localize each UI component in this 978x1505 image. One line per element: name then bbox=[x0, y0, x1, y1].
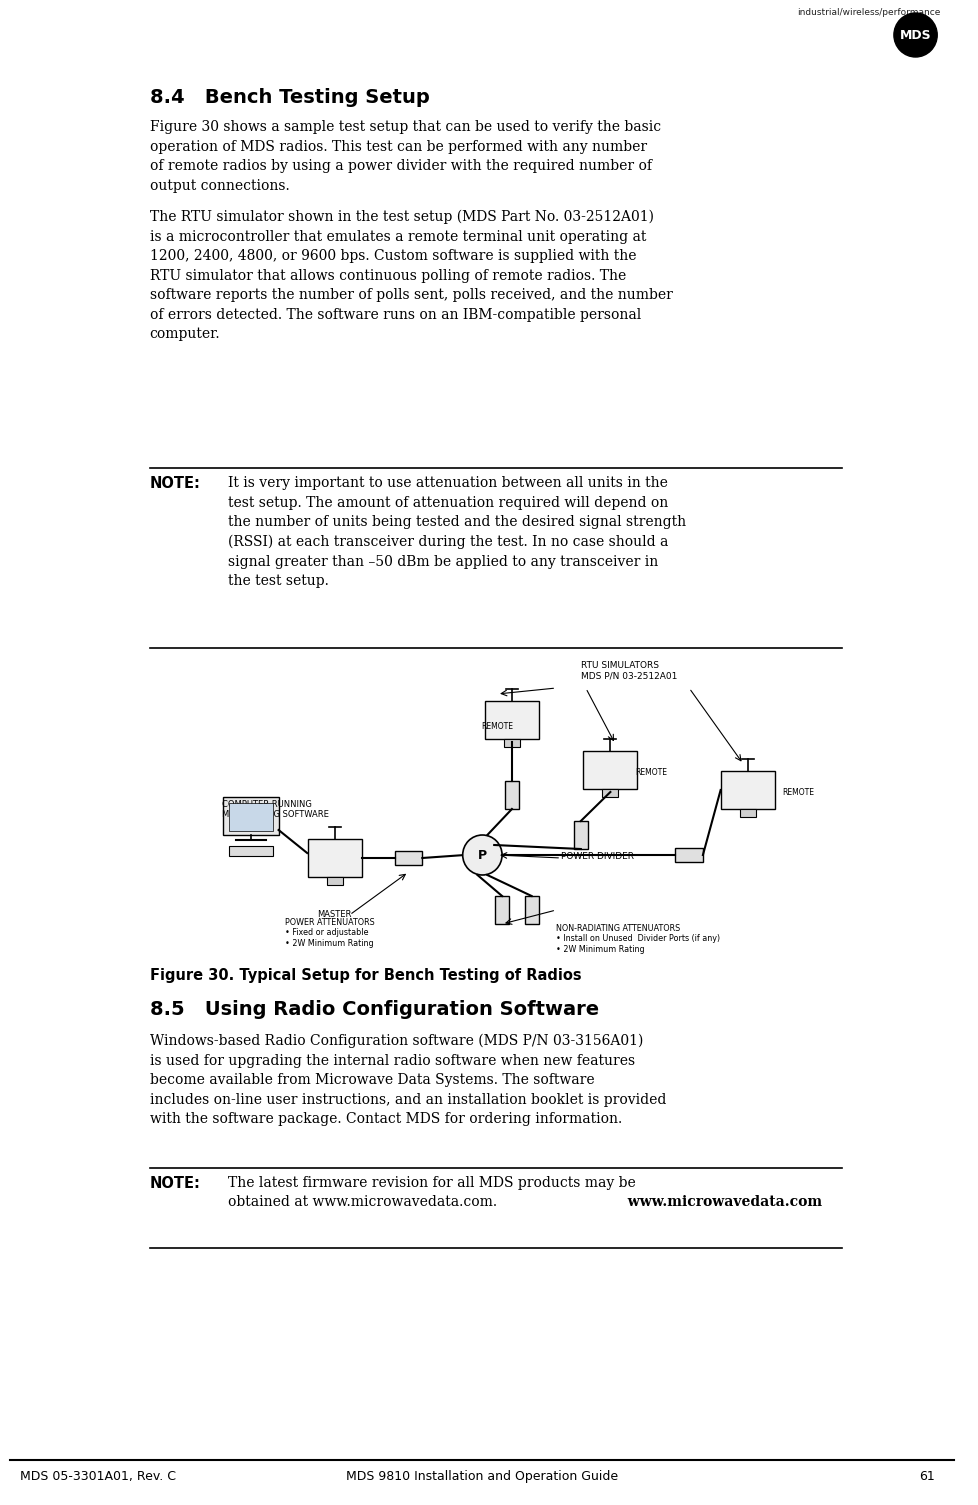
FancyBboxPatch shape bbox=[327, 877, 342, 885]
FancyBboxPatch shape bbox=[583, 751, 637, 789]
FancyBboxPatch shape bbox=[601, 789, 618, 798]
Text: The latest firmware revision for all MDS products may be
obtained at www.microwa: The latest firmware revision for all MDS… bbox=[228, 1175, 636, 1210]
Text: www.microwavedata.com: www.microwavedata.com bbox=[228, 1195, 822, 1209]
Text: The RTU simulator shown in the test setup (MDS Part No. 03-2512A01)
is a microco: The RTU simulator shown in the test setu… bbox=[150, 211, 672, 342]
FancyBboxPatch shape bbox=[484, 701, 539, 739]
FancyBboxPatch shape bbox=[394, 850, 422, 865]
FancyBboxPatch shape bbox=[229, 846, 273, 856]
Text: Figure 30 shows a sample test setup that can be used to verify the basic
operati: Figure 30 shows a sample test setup that… bbox=[150, 120, 660, 193]
FancyBboxPatch shape bbox=[495, 895, 509, 924]
FancyBboxPatch shape bbox=[721, 771, 775, 810]
Text: REMOTE: REMOTE bbox=[635, 768, 666, 777]
Text: 61: 61 bbox=[918, 1470, 934, 1482]
Text: MDS 9810 Installation and Operation Guide: MDS 9810 Installation and Operation Guid… bbox=[346, 1470, 618, 1482]
Text: P: P bbox=[477, 849, 486, 861]
Text: RTU SIMULATORS
MDS P/N 03-2512A01: RTU SIMULATORS MDS P/N 03-2512A01 bbox=[580, 661, 677, 680]
Text: industrial/wireless/performance: industrial/wireless/performance bbox=[797, 8, 940, 17]
Text: POWER DIVIDER: POWER DIVIDER bbox=[560, 852, 634, 861]
Text: Figure 30. Typical Setup for Bench Testing of Radios: Figure 30. Typical Setup for Bench Testi… bbox=[150, 968, 581, 983]
Text: 8.4   Bench Testing Setup: 8.4 Bench Testing Setup bbox=[150, 87, 429, 107]
FancyBboxPatch shape bbox=[307, 838, 362, 877]
FancyBboxPatch shape bbox=[504, 739, 519, 746]
Text: REMOTE: REMOTE bbox=[781, 787, 814, 796]
Text: MDS 05-3301A01, Rev. C: MDS 05-3301A01, Rev. C bbox=[20, 1470, 175, 1482]
Text: 8.5   Using Radio Configuration Software: 8.5 Using Radio Configuration Software bbox=[150, 999, 599, 1019]
Text: POWER ATTENUATORS
• Fixed or adjustable
• 2W Minimum Rating: POWER ATTENUATORS • Fixed or adjustable … bbox=[286, 918, 375, 948]
FancyBboxPatch shape bbox=[524, 895, 538, 924]
Text: NOTE:: NOTE: bbox=[150, 476, 200, 491]
Text: COMPUTER RUNNING
MDS POLLING SOFTWARE: COMPUTER RUNNING MDS POLLING SOFTWARE bbox=[221, 801, 328, 819]
FancyBboxPatch shape bbox=[505, 781, 518, 810]
FancyBboxPatch shape bbox=[229, 804, 273, 831]
FancyBboxPatch shape bbox=[675, 847, 702, 862]
Text: NOTE:: NOTE: bbox=[150, 1175, 200, 1190]
Text: MDS: MDS bbox=[899, 29, 930, 42]
Text: It is very important to use attenuation between all units in the
test setup. The: It is very important to use attenuation … bbox=[228, 476, 686, 588]
Text: NON-RADIATING ATTENUATORS
• Install on Unused  Divider Ports (if any)
• 2W Minim: NON-RADIATING ATTENUATORS • Install on U… bbox=[556, 924, 720, 954]
Circle shape bbox=[463, 835, 502, 874]
Text: Windows-based Radio Configuration software (MDS P/N 03-3156A01)
is used for upgr: Windows-based Radio Configuration softwa… bbox=[150, 1034, 665, 1126]
FancyBboxPatch shape bbox=[573, 822, 587, 849]
Text: MASTER: MASTER bbox=[317, 911, 351, 920]
FancyBboxPatch shape bbox=[223, 798, 279, 835]
Circle shape bbox=[893, 14, 936, 57]
FancyBboxPatch shape bbox=[739, 810, 755, 817]
Text: REMOTE: REMOTE bbox=[480, 722, 512, 731]
